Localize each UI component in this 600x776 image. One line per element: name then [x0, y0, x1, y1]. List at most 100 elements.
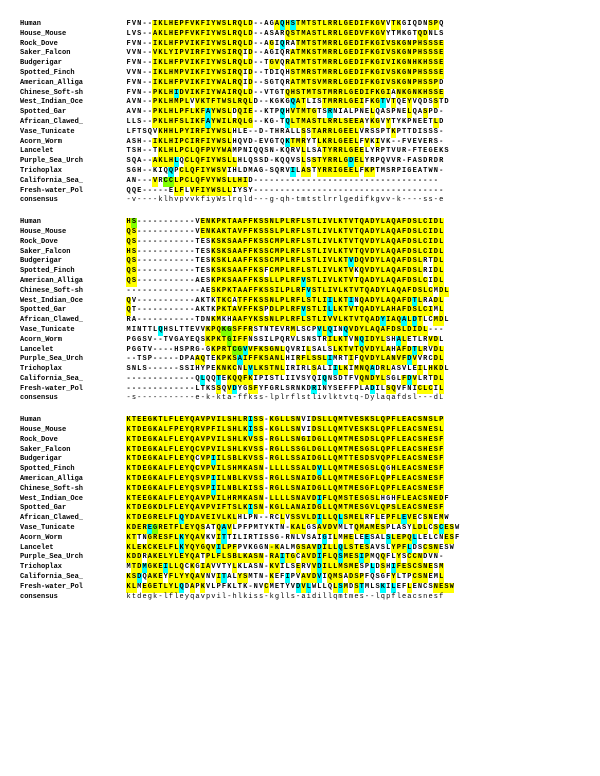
- sequence-row: Chinese_Soft-shFVN--PKLHIDVIKFIYWAIRQLD-…: [20, 89, 580, 99]
- sequence-row: HumanHS-----------VENKPKTAAFFKSSNLPLRFLS…: [20, 218, 580, 228]
- sequence: --TSP-----DPAAQTEKPKSAIFFKSANLHIRFLSSLIM…: [126, 355, 444, 365]
- sequence-row: Purple_Sea_Urch--TSP-----DPAAQTEKPKSAIFF…: [20, 355, 580, 365]
- sequence-row: BudgerigarFVN--IKLHFPVIKFIYWSLRQLD--TGVQ…: [20, 59, 580, 69]
- species-label: Chinese_Soft-sh: [20, 287, 126, 297]
- sequence: AN---VRCCLPCLQFVYWSLLHID----------------…: [126, 177, 439, 187]
- sequence: TSH--TKLHLPCLQFPVYWAMPNIQQSN-KQRVLLSATYR…: [126, 147, 449, 157]
- sequence-row: Purple_Sea_UrchSQA--AKLHLQCLQFIYWSLLHLQS…: [20, 157, 580, 167]
- sequence-row: American_AlligaQS-----------AESKPKSAAFFK…: [20, 277, 580, 287]
- sequence-row: African_Clawed_LLS--PKLHFSLIKFAYWILRQLG-…: [20, 118, 580, 128]
- sequence: KSDQAKEYFLYYQAVNVITALYSMTN-KEFIPVAVDVIQM…: [126, 573, 444, 583]
- sequence: KTDEGKALFLEYQSVPIILNBLKISS-RGLLSNAIDGLLQ…: [126, 485, 444, 495]
- species-label: Spotted_Gar: [20, 108, 126, 118]
- sequence-row: Purple_Sea_UrchKDDRAKELYLEYQATPLFLSBLKAS…: [20, 553, 580, 563]
- sequence-row: LanceletTSH--TKLHLPCLQFPVYWAMPNIQQSN-KQR…: [20, 147, 580, 157]
- sequence: KTDEGKALFLEYQAVPVILSHLKVSS-RGLLSNGIDGLLQ…: [126, 436, 444, 446]
- species-label: House_Mouse: [20, 228, 126, 238]
- sequence: ktdegk-lfleyqavpvil-hlkiss-kglls-aidillq…: [126, 593, 444, 603]
- sequence-row: Spotted_FinchQS-----------TESKSKSAAFFKSF…: [20, 267, 580, 277]
- sequence-row: BudgerigarQS-----------TESKSKLAAFFKSSCMP…: [20, 257, 580, 267]
- species-label: Fresh-water_Pol: [20, 385, 126, 395]
- sequence-row: West_Indian_OceAVN--PKLHMPLVVKTFTWSLRQLD…: [20, 98, 580, 108]
- sequence: KDEREGRETFLEYQSATQAVLPFPMTYKTN-KALGSAVDV…: [126, 524, 460, 534]
- sequence: VVN--VKLYIPVIRFIYWSIRQID--AGIQRATMKSTMRR…: [126, 49, 444, 59]
- species-label: Chinese_Soft-sh: [20, 485, 126, 495]
- sequence-row: Rock_DoveFVN--IKLHFPVIKFIYWSLRQLD--AGIQR…: [20, 40, 580, 50]
- species-label: Acorn_Worm: [20, 138, 126, 148]
- sequence: MTDMGKEILLQCKGIAVVTYLKLASN-KVILSERVVDILL…: [126, 563, 444, 573]
- species-label: Budgerigar: [20, 257, 126, 267]
- sequence-row: Acorn_WormPGGSV--TVGAYEQSKPKTGIFFNSSILPQ…: [20, 336, 580, 346]
- sequence: KTEEGKTLFLEYQAVPVILSHLRISS-KGLLSNVIDSLLQ…: [126, 416, 444, 426]
- species-label: Budgerigar: [20, 455, 126, 465]
- sequence-row: Spotted_FinchVVN--IKLHMPVIKFIYWSIRQID--T…: [20, 69, 580, 79]
- species-label: Vase_Tunicate: [20, 524, 126, 534]
- sequence: LLS--PKLHFSLIKFAYWILRQLG--KG-TQLTMASTLRR…: [126, 118, 444, 128]
- sequence-row: Rock_DoveKTDEGKALFLEYQAVPVILSHLKVSS-RGLL…: [20, 436, 580, 446]
- sequence: RA-----------TDNKMKHAAFYKSSNLPLRFLSTLIVV…: [126, 316, 449, 326]
- sequence: LVS--AKLHEPFVKFIYWSLRQLD--ASARQSTMASTLRR…: [126, 30, 444, 40]
- species-label: Acorn_Worm: [20, 336, 126, 346]
- alignment-block: HumanHS-----------VENKPKTAAFFKSSNLPLRFLS…: [20, 218, 580, 404]
- sequence-row: Spotted_GarAVN--PKLHLPFLKFAYWSLDQIE--KTP…: [20, 108, 580, 118]
- sequence-row: HumanKTEEGKTLFLEYQAVPVILSHLRISS-KGLLSNVI…: [20, 416, 580, 426]
- species-label: California_Sea_: [20, 375, 126, 385]
- species-label: California_Sea_: [20, 573, 126, 583]
- sequence: MINTTLQHSLTTEVVKPQKGSFFRSTNTEVRMLSCPVLQI…: [126, 326, 444, 336]
- sequence: KTDEGKALFPEYQRVPFILSHLKISS-KGLLSNVIDSLLQ…: [126, 426, 444, 436]
- sequence-row: Fresh-water_PolKLMEGETLYLQDAPKVLPFKLTK-N…: [20, 583, 580, 593]
- sequence: HS-----------TESKSKSAAFFKSSCMPLRFLSTLIVL…: [126, 248, 444, 258]
- sequence-row: TrichoplaxSGH--KIQQPCLQFIYWSVIHLDMAG-SQR…: [20, 167, 580, 177]
- sequence-row: Fresh-water_PolQQE-----ELFLVFIYWSLLIYSY-…: [20, 187, 580, 197]
- sequence-row: Acorn_WormASH--IKLHIPCIRFIYWSLHQVD-EVGTQ…: [20, 138, 580, 148]
- alignment-block: HumanKTEEGKTLFLEYQAVPVILSHLRISS-KGLLSNVI…: [20, 416, 580, 602]
- sequence: QS-----------VENKAKTAVFFKSSSLPLRFLSTLIVL…: [126, 228, 444, 238]
- sequence-row: African_Clawed_RA-----------TDNKMKHAAFYK…: [20, 316, 580, 326]
- sequence: QS-----------TESKSKSAAFFKSSCMPLRFLSTLIVL…: [126, 238, 444, 248]
- species-label: House_Mouse: [20, 30, 126, 40]
- species-label: Acorn_Worm: [20, 534, 126, 544]
- species-label: consensus: [20, 394, 126, 404]
- sequence-row: Chinese_Soft-sh--------------AESKPKTAAFF…: [20, 287, 580, 297]
- species-label: Vase_Tunicate: [20, 128, 126, 138]
- sequence: KDDRAKELYLEYQATPLFLSBLKASN-RAITGCAVDIFLQ…: [126, 553, 444, 563]
- sequence-row: American_AlligaFVN--IKLHFPVIKFIYWALRQID-…: [20, 79, 580, 89]
- sequence: FVN--PKLHIDVIKFIYWAIRQLD--VTGTQHSTMTSTMR…: [126, 89, 444, 99]
- sequence-row: Rock_DoveQS-----------TESKSKSAAFFKSSCMPL…: [20, 238, 580, 248]
- species-label: Saker_Falcon: [20, 248, 126, 258]
- species-label: consensus: [20, 196, 126, 206]
- species-label: West_Indian_Oce: [20, 297, 126, 307]
- species-label: Lancelet: [20, 147, 126, 157]
- species-label: House_Mouse: [20, 426, 126, 436]
- species-label: Spotted_Finch: [20, 267, 126, 277]
- sequence: VVN--IKLHMPVIKFIYWSIRQID--TDIQHSTMRSTMRR…: [126, 69, 444, 79]
- sequence: KTDEGKALFLEYQCVPVILSHLKVSS-RGLLSSGLDGLLQ…: [126, 446, 444, 456]
- species-label: Fresh-water_Pol: [20, 583, 126, 593]
- sequence: QS-----------TESKSKSAAFFKSFCMPLRFLSTLIVL…: [126, 267, 444, 277]
- species-label: African_Clawed_: [20, 316, 126, 326]
- species-label: consensus: [20, 593, 126, 603]
- species-label: Spotted_Gar: [20, 306, 126, 316]
- sequence-row: California_Sea_-------------QLQQTEKQQFKI…: [20, 375, 580, 385]
- species-label: American_Alliga: [20, 475, 126, 485]
- sequence-row: West_Indian_OceKTEEGKALFLEYQAVPVILHRMKAS…: [20, 495, 580, 505]
- sequence: FVN--IKLHFPVIKFIYWSLRQLD--AGIQRATMTSTMRR…: [126, 40, 444, 50]
- sequence-row: Vase_TunicateMINTTLQHSLTTEVVKPQKGSFFRSTN…: [20, 326, 580, 336]
- species-label: Saker_Falcon: [20, 49, 126, 59]
- species-label: Purple_Sea_Urch: [20, 157, 126, 167]
- sequence: LFTSQVKHHLPYIRFIYWSLHLE--D-THRALLSSTARRL…: [126, 128, 444, 138]
- sequence: -v----klhvpvvkfiyWslrqld---g-qh-tmtstlrr…: [126, 196, 444, 206]
- sequence-row: West_Indian_OceQV-----------AKTKTKCATFFK…: [20, 297, 580, 307]
- sequence-row: House_MouseKTDEGKALFPEYQRVPFILSHLKISS-KG…: [20, 426, 580, 436]
- sequence: FVN--IKLHFPVIKFIYWSLRQLD--TGVQRATMTSTMRR…: [126, 59, 444, 69]
- sequence-row: California_Sea_KSDQAKEYFLYYQAVNVITALYSMT…: [20, 573, 580, 583]
- sequence-row: TrichoplaxMTDMGKEILLQCKGIAVVTYLKLASN-KVI…: [20, 563, 580, 573]
- species-label: Spotted_Finch: [20, 69, 126, 79]
- sequence: KLMEGETLYLQDAPKVLPFKLTK-NVCMETYVDVLWLLQL…: [126, 583, 454, 593]
- sequence: ASH--IKLHIPCIRFIYWSLHQVD-EVGTQKTMRYTLKRL…: [126, 138, 444, 148]
- sequence-row: California_Sea_AN---VRCCLPCLQFVYWSLLHID-…: [20, 177, 580, 187]
- species-label: Rock_Dove: [20, 238, 126, 248]
- species-label: Human: [20, 20, 126, 30]
- sequence: KTDEGKALFLEYQCVPVILSHMKASN-LLLLSSALDVLLQ…: [126, 465, 444, 475]
- species-label: Chinese_Soft-sh: [20, 89, 126, 99]
